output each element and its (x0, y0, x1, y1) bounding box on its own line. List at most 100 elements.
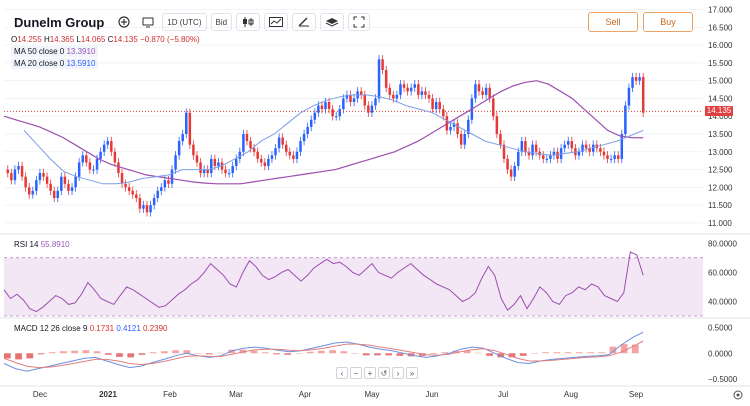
candle-body (492, 98, 495, 117)
layers-icon[interactable] (320, 13, 345, 31)
macd-histogram-bar (575, 352, 583, 354)
candle-body (10, 173, 13, 181)
candle-body (563, 144, 566, 149)
candle-body (634, 77, 638, 81)
scroll-to-latest-button[interactable]: » (406, 367, 418, 379)
candle-body (417, 84, 420, 95)
candle-body (149, 205, 152, 213)
candle-body (495, 116, 499, 134)
candle-body (27, 187, 31, 195)
ma50-legend[interactable]: MA 50 close 0 13.3910 (11, 46, 99, 57)
candle-body (309, 119, 313, 127)
candle-body (138, 198, 142, 209)
candle-body (334, 116, 338, 118)
ma20-legend[interactable]: MA 20 close 0 13.5910 (11, 58, 99, 69)
open-label: O (11, 35, 18, 44)
timeframe-selector[interactable]: 1D (UTC) (162, 13, 207, 31)
candle-body (331, 109, 334, 117)
candle-body (463, 134, 466, 145)
reset-button[interactable]: ↺ (378, 367, 390, 379)
macd-histogram-bar (475, 352, 482, 354)
candle-style-icon[interactable] (236, 13, 261, 31)
macd-histogram-bar (531, 353, 538, 354)
price-type-selector[interactable]: Bid (210, 13, 233, 31)
candle-body (292, 155, 295, 159)
buy-button[interactable]: Buy (643, 12, 693, 32)
price-tick-label: 15.500 (708, 59, 733, 68)
candle-body (477, 84, 481, 92)
price-tick-label: 12.500 (708, 166, 733, 175)
compare-icon[interactable] (138, 13, 158, 31)
macd-histogram-bar (306, 351, 314, 354)
sell-button[interactable]: Sell (588, 12, 638, 32)
candle-body (177, 141, 181, 156)
macd-histogram-bar (104, 353, 112, 355)
candle-body (17, 166, 20, 170)
ma50-label: MA 50 close 0 (14, 47, 65, 56)
chart-settings-icon (733, 390, 743, 400)
candle-body (552, 151, 556, 156)
time-tick-label: Jul (498, 390, 508, 399)
low-label: L (76, 35, 81, 44)
candle-body (527, 151, 531, 156)
scroll-right-button[interactable]: › (392, 367, 404, 379)
candle-body (188, 112, 192, 145)
candle-body (452, 123, 456, 127)
candle-body (170, 169, 174, 184)
macd-histogram-bar (374, 353, 381, 356)
price-tick-label: 13.500 (708, 130, 733, 139)
candle-body (274, 148, 277, 156)
candle-body (566, 141, 570, 145)
candle-body (609, 158, 613, 160)
indicators-icon[interactable] (264, 13, 289, 31)
open-value: 14.255 (17, 35, 42, 44)
current-price-badge: 14.135 (705, 106, 733, 117)
candle-body (345, 94, 349, 99)
scroll-left-button[interactable]: ‹ (336, 367, 348, 379)
candle-body (302, 134, 306, 142)
price-tick-label: 11.500 (708, 201, 732, 210)
candle-body (513, 166, 516, 177)
rsi-legend[interactable]: RSI 14 55.8910 (11, 239, 73, 250)
candle-body (599, 148, 602, 152)
symbol-title[interactable]: Dunelm Group (14, 14, 105, 30)
candle-body (427, 94, 431, 99)
fullscreen-icon[interactable] (348, 13, 371, 31)
macd-histogram-bar (351, 353, 359, 354)
macd-histogram-bar (138, 353, 146, 355)
candle-body (85, 155, 88, 163)
candle-body (92, 169, 95, 171)
candle-body (235, 158, 238, 166)
macd-histogram-bar (396, 353, 404, 356)
candle-body (13, 169, 17, 181)
candle-body (442, 109, 445, 117)
zoom-in-button[interactable]: + (364, 367, 376, 379)
ma20-line (23, 94, 644, 185)
macd-hist-value: 0.1731 (89, 324, 115, 333)
candle-body (163, 180, 167, 188)
candle-body (613, 155, 616, 159)
zoom-out-button[interactable]: − (350, 367, 362, 379)
candle-body (531, 144, 534, 156)
price-tick-label: 12.000 (708, 183, 733, 192)
candle-body (245, 134, 249, 142)
candle-body (459, 134, 463, 145)
chart-navigation: ‹ − + ↺ › » (336, 367, 420, 379)
candle-body (431, 98, 434, 110)
candle-body (24, 176, 27, 188)
plus-circle-icon[interactable] (114, 13, 134, 31)
macd-histogram-bar (632, 344, 639, 354)
candle-body (135, 194, 138, 198)
candle-body (509, 169, 513, 177)
drawing-tools-icon[interactable] (292, 13, 317, 31)
candle-body (117, 162, 120, 174)
candle-body (392, 94, 395, 99)
macd-histogram-bar (385, 353, 393, 356)
candle-body (20, 166, 24, 177)
macd-histogram-bar (261, 352, 269, 354)
candle-body (338, 109, 342, 117)
candle-body (399, 84, 402, 95)
macd-legend[interactable]: MACD 12 26 close 9 0.1731 0.4121 0.2390 (11, 323, 170, 334)
close-label: C (107, 35, 114, 44)
